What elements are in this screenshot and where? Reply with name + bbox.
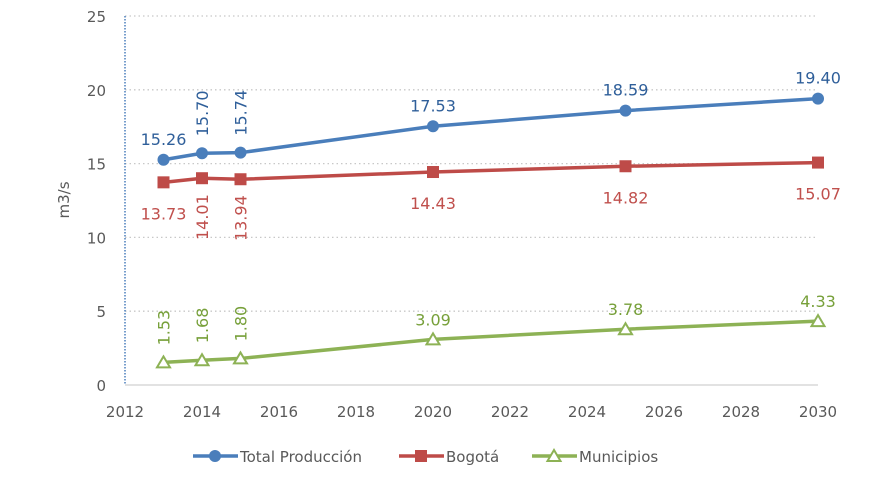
data-label: 1.53	[155, 310, 174, 346]
data-point-square	[196, 172, 208, 185]
legend-label: Bogotá	[446, 448, 499, 466]
data-point-square	[415, 450, 427, 462]
data-label: 15.70	[193, 90, 212, 136]
x-tick-label: 2022	[491, 403, 529, 421]
y-tick-label: 0	[96, 377, 106, 395]
series-group	[155, 92, 827, 369]
data-point-square	[427, 166, 439, 179]
data-label: 14.82	[603, 188, 649, 207]
data-label: 14.43	[410, 194, 456, 213]
data-label: 18.59	[603, 81, 649, 100]
data-point-triangle	[545, 448, 563, 462]
data-point-circle	[427, 120, 439, 133]
data-label: 15.07	[795, 185, 841, 204]
data-point-triangle	[232, 350, 249, 365]
data-point-circle	[812, 92, 824, 105]
y-tick-label: 15	[87, 156, 106, 174]
y-tick-labels: 0 5 10 15 20 25	[87, 8, 106, 395]
data-label: 19.40	[795, 69, 841, 88]
x-tick-label: 2026	[645, 403, 683, 421]
data-point-square	[157, 176, 170, 189]
data-label: 1.80	[232, 306, 251, 342]
data-point-circle	[196, 147, 208, 160]
data-label: 17.53	[410, 96, 456, 115]
x-tick-label: 2024	[568, 403, 606, 421]
x-tick-label: 2030	[799, 403, 837, 421]
series-line	[163, 160, 819, 185]
x-tick-label: 2012	[106, 403, 144, 421]
data-label: 14.01	[193, 194, 212, 240]
data-label: 1.68	[193, 308, 212, 344]
series-municipios	[155, 313, 827, 369]
y-axis-label: m3/s	[55, 181, 73, 218]
legend-item: Bogotá	[399, 448, 499, 466]
x-tick-label: 2014	[183, 403, 221, 421]
data-point-circle	[209, 450, 221, 462]
data-point-circle	[619, 104, 632, 117]
x-tick-label: 2016	[260, 403, 298, 421]
data-point-square	[812, 156, 824, 169]
series-line	[163, 319, 819, 365]
data-point-triangle	[155, 354, 172, 369]
data-point-triangle	[809, 313, 827, 328]
legend-label: Municipios	[579, 448, 658, 466]
data-point-triangle	[193, 352, 211, 367]
data-point-triangle	[424, 331, 442, 346]
data-label: 13.94	[232, 195, 251, 241]
series-bogot-	[157, 156, 824, 189]
legend-label: Total Producción	[239, 448, 362, 466]
data-label: 3.09	[415, 310, 451, 329]
x-tick-label: 2028	[722, 403, 760, 421]
legend-item: Municipios	[532, 448, 658, 466]
data-point-square	[234, 173, 247, 186]
series-total-producci-n	[157, 92, 824, 166]
series-line	[163, 96, 819, 162]
data-labels: 15.26 15.70 15.74 17.53 18.59 19.40 13.73 14.01…	[141, 69, 841, 346]
data-label: 3.78	[608, 300, 644, 319]
data-point-triangle	[617, 321, 634, 336]
data-point-circle	[234, 146, 247, 159]
y-tick-label: 20	[87, 82, 106, 100]
x-tick-label: 2018	[337, 403, 375, 421]
y-tick-label: 10	[87, 229, 106, 247]
legend: Total Producción Bogotá Municipios	[193, 448, 658, 466]
x-tick-labels: 2012 2014 2016 2018 2020 2022 2024 2026 2028 2030	[106, 403, 837, 421]
y-tick-label: 5	[96, 303, 106, 321]
data-point-circle	[157, 153, 170, 166]
y-tick-label: 25	[87, 8, 106, 26]
data-point-square	[619, 160, 632, 173]
legend-item: Total Producción	[193, 448, 362, 466]
x-tick-label: 2020	[414, 403, 452, 421]
data-label: 13.73	[141, 204, 187, 223]
data-label: 15.26	[141, 130, 187, 149]
data-label: 15.74	[232, 90, 251, 136]
data-label: 4.33	[800, 292, 836, 311]
